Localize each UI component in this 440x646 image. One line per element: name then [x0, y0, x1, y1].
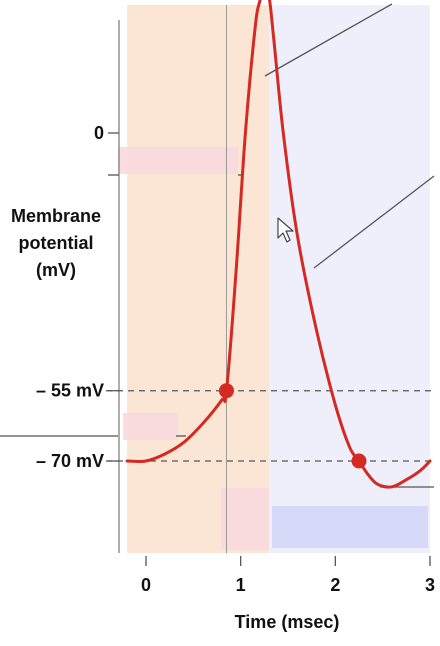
shaded-region-0 [127, 5, 270, 553]
callout-line-0 [264, 3, 393, 77]
x-tick-label-2: 2 [330, 575, 340, 595]
x-axis-label: Time (msec) [235, 612, 340, 632]
event-marker-0 [218, 383, 234, 399]
covered-label-box-2 [221, 488, 269, 550]
y-tick-label-2: – 55 mV [36, 381, 104, 401]
mouse-cursor-icon [277, 217, 294, 243]
shaded-region-1 [269, 5, 430, 553]
event-markers [218, 383, 367, 469]
threshold-reference-lines [106, 390, 436, 462]
callout-line-1 [313, 175, 435, 269]
y-axis-label-line-3: (mV) [36, 260, 76, 280]
decorative-overlays [118, 147, 428, 550]
covered-label-box-0 [118, 147, 238, 174]
x-tick-label-3: 3 [425, 575, 435, 595]
y-axis-label-line-1: Membrane [11, 206, 101, 226]
x-tick-label-1: 1 [236, 575, 246, 595]
x-ticks: 0 1 2 3 [141, 556, 435, 595]
y-tick-label-0: + 30 mV [35, 0, 104, 2]
phase-shading [127, 5, 430, 553]
y-tick-label-3: – 70 mV [36, 451, 104, 471]
y-tick-label-1: 0 [94, 123, 104, 143]
y-axis-label-line-2: potential [19, 233, 94, 253]
x-tick-label-0: 0 [141, 575, 151, 595]
covered-label-box-3 [272, 506, 428, 548]
event-marker-2 [351, 453, 367, 469]
covered-label-box-1 [123, 413, 178, 440]
y-ticks: + 30 mV 0 – 55 mV – 70 mV [35, 0, 119, 471]
membrane-potential-series [125, 0, 432, 489]
